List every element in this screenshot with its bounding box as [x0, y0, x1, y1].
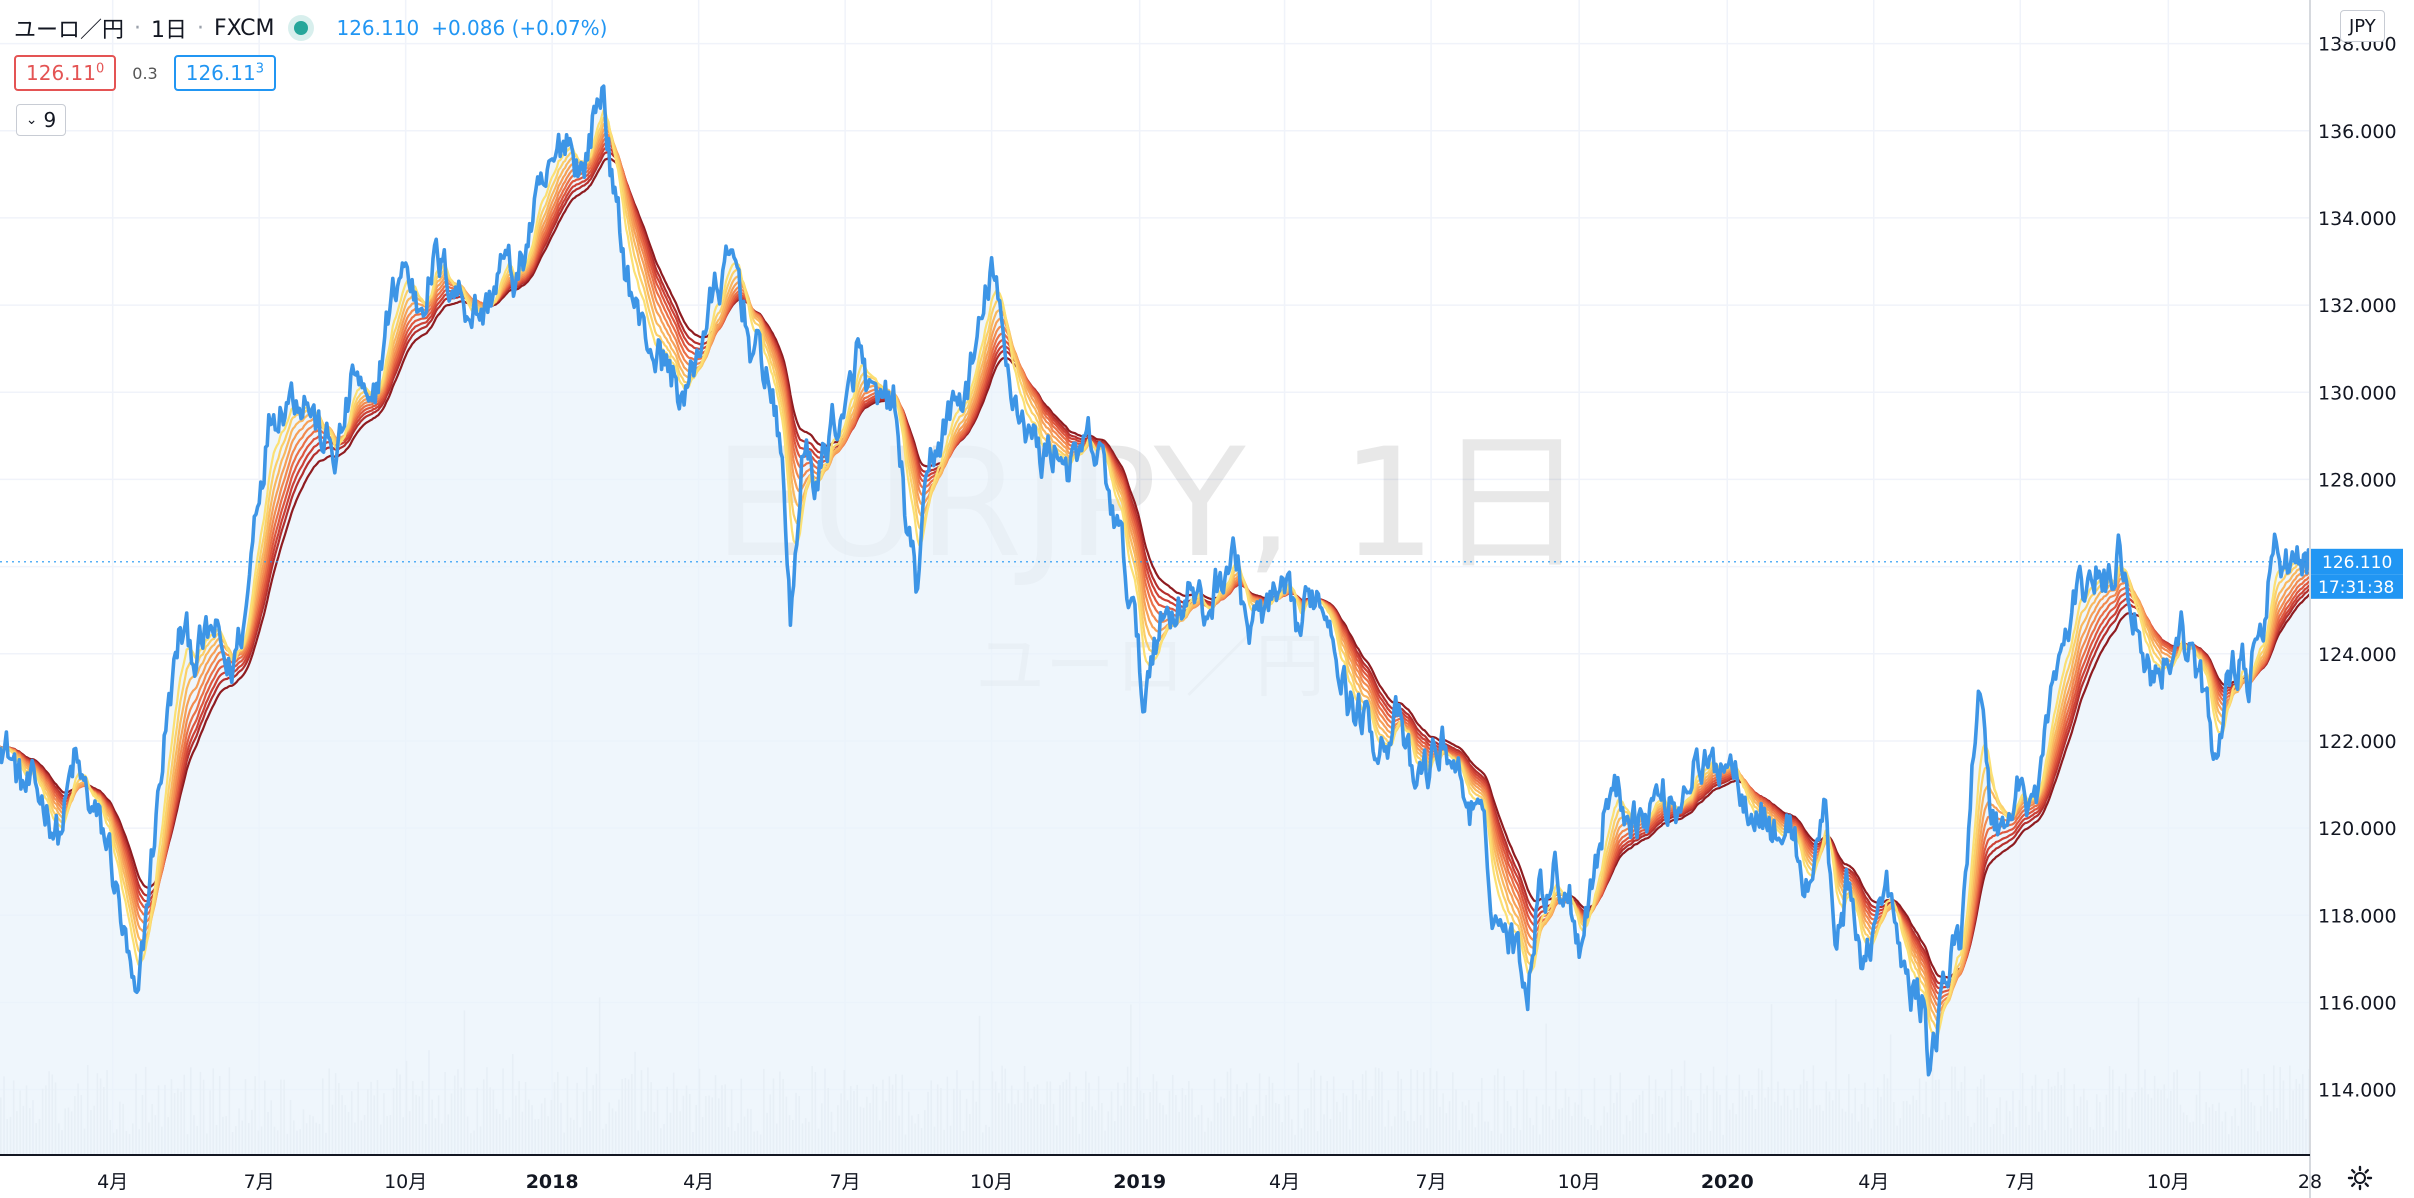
ma-line — [0, 157, 2311, 979]
time-axis-tick-label: 7月 — [830, 1171, 861, 1193]
price-axis[interactable]: 114.000 116.000 118.000 120.000 122.000 124.0… — [2309, 0, 2397, 1198]
bar-countdown: 17:31:38 — [2318, 578, 2394, 598]
time-axis-tick-label: 10月 — [970, 1171, 1013, 1193]
ask-pip: 3 — [255, 61, 264, 77]
time-axis-tick-label: 2020 — [1701, 1171, 1754, 1193]
last-price-value: 126.110 — [2322, 553, 2392, 573]
ma-line — [0, 137, 2311, 1001]
time-axis-tick-label: 4月 — [97, 1171, 128, 1193]
price-axis-tick-label: 132.000 — [2318, 295, 2397, 317]
interval-label[interactable]: 1日 — [151, 18, 188, 43]
exchange-label: FXCM — [214, 15, 275, 41]
header-separator: · — [197, 15, 205, 41]
ask-price: 126.11 — [185, 61, 256, 85]
time-axis-tick-label: 7月 — [244, 1171, 275, 1193]
symbol-name[interactable]: ユーロ／円 — [14, 18, 125, 43]
price-area — [0, 86, 2310, 1156]
quote-row: 126.110 0.3 126.113 — [14, 55, 276, 91]
indicators-toggle-button[interactable]: ⌄ 9 — [16, 104, 66, 136]
header-separator: · — [134, 15, 142, 41]
price-axis-tick-label: 120.000 — [2318, 818, 2397, 840]
time-axis-tick-label: 2019 — [1113, 1171, 1166, 1193]
time-axis-tick-label: 4月 — [1269, 1171, 1300, 1193]
countdown-badge — [2311, 574, 2403, 599]
price-axis-tick-label: 134.000 — [2318, 208, 2397, 230]
time-axis-tick-label: 2018 — [526, 1171, 579, 1193]
bid-price: 126.11 — [26, 61, 96, 85]
ma-line — [0, 142, 2311, 995]
price-change: +0.086 (+0.07%) — [431, 16, 608, 40]
ma-line — [0, 146, 2311, 990]
last-price-badge — [2311, 548, 2403, 575]
time-axis[interactable]: 4月 7月 10月 2018 4月 7月 10月 2019 4月 7月 10月 2020 4月 7月 10月… — [0, 1154, 2322, 1193]
price-line — [0, 84, 2312, 1077]
market-status-icon — [294, 21, 309, 35]
price-axis-tick-label: 122.000 — [2318, 731, 2397, 753]
price-axis-tick-label: 136.000 — [2318, 121, 2397, 143]
last-price-label: 126.110 17:31:38 — [2311, 548, 2403, 599]
price-axis-tick-label: 114.000 — [2318, 1080, 2397, 1102]
bid-pip: 0 — [95, 61, 105, 77]
symbol-header: ユーロ／円 · 1日 · FXCM 126.110 +0.086 (+0.07%… — [14, 12, 607, 44]
chevron-down-icon: ⌄ — [25, 112, 38, 128]
currency-button[interactable]: JPY — [2340, 10, 2385, 42]
settings-gear-icon[interactable] — [2344, 1162, 2376, 1194]
time-axis-tick-label: 28 — [2298, 1171, 2322, 1193]
spread-value: 0.3 — [132, 63, 158, 83]
ma-line — [0, 150, 2311, 985]
time-axis-tick-label: 10月 — [384, 1171, 427, 1193]
price-axis-tick-label: 116.000 — [2318, 992, 2397, 1014]
time-axis-tick-label: 7月 — [1416, 1171, 1447, 1193]
time-axis-tick-label: 4月 — [683, 1171, 714, 1193]
last-price: 126.110 — [336, 16, 420, 40]
price-axis-tick-label: 130.000 — [2318, 382, 2397, 404]
sell-button[interactable]: 126.110 — [14, 55, 117, 91]
time-axis-tick-label: 4月 — [1858, 1171, 1889, 1193]
price-axis-tick-label: 118.000 — [2318, 905, 2397, 927]
indicator-count: 9 — [43, 108, 57, 132]
time-axis-tick-label: 10月 — [1558, 1171, 1601, 1193]
ma-ribbon — [0, 108, 2311, 1039]
buy-button[interactable]: 126.113 — [173, 55, 276, 91]
price-axis-tick-label: 124.000 — [2318, 644, 2397, 666]
time-axis-tick-label: 7月 — [2005, 1171, 2036, 1193]
price-axis-tick-label: 128.000 — [2318, 469, 2397, 491]
time-axis-tick-label: 10月 — [2147, 1171, 2190, 1193]
ma-line — [0, 108, 2311, 1039]
